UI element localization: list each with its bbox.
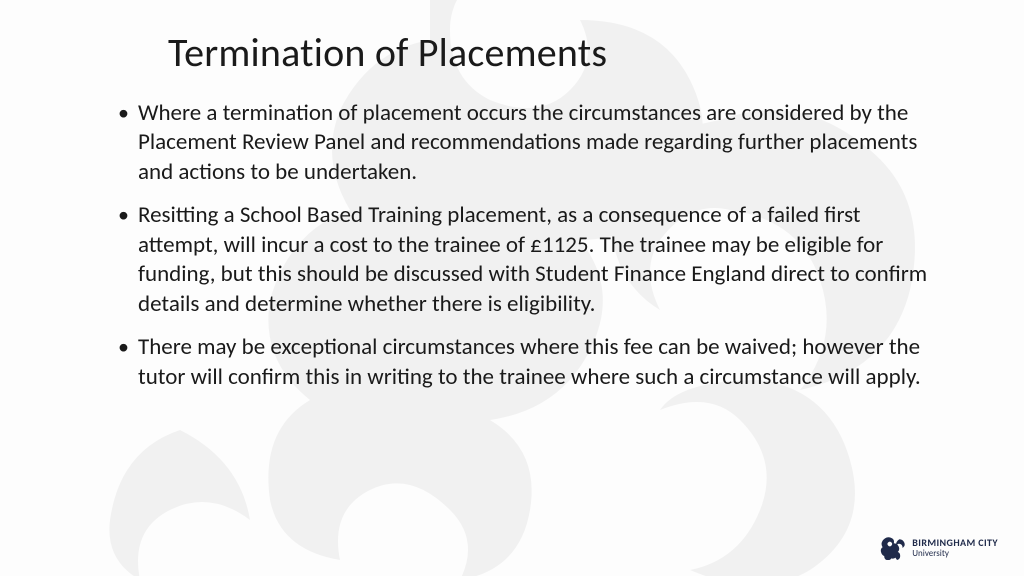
lion-mark-icon: [880, 536, 906, 560]
slide-body: Termination of Placements Where a termin…: [0, 0, 1024, 576]
bullet-item: Where a termination of placement occurs …: [118, 99, 964, 187]
bullet-item: Resitting a School Based Training placem…: [118, 201, 964, 319]
slide-title: Termination of Placements: [168, 28, 964, 77]
bullet-list: Where a termination of placement occurs …: [60, 99, 964, 392]
logo-line1: BIRMINGHAM CITY: [912, 538, 998, 548]
university-logo: BIRMINGHAM CITY University: [880, 536, 998, 560]
bullet-item: There may be exceptional circumstances w…: [118, 333, 964, 392]
logo-line2: University: [912, 549, 998, 558]
logo-text: BIRMINGHAM CITY University: [912, 538, 998, 558]
